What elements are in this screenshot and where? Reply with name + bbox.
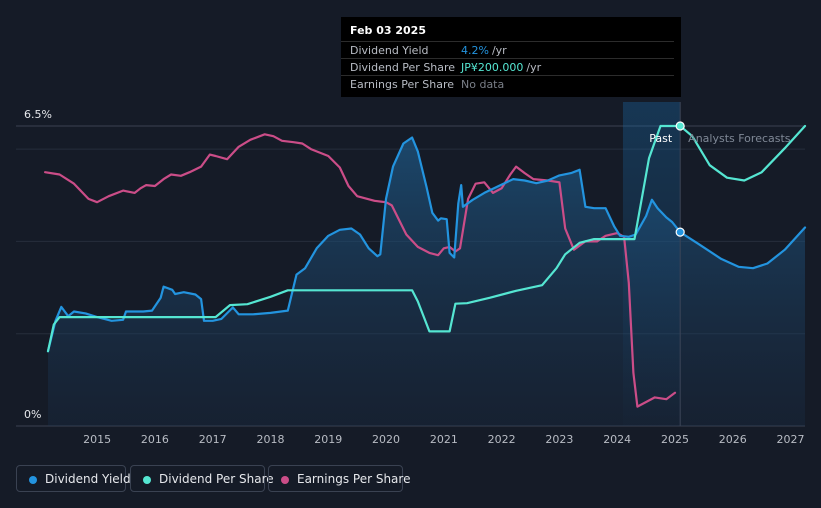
x-tick-label: 2022 (488, 433, 516, 446)
tooltip-value: JP¥200.000/yr (461, 61, 541, 74)
x-axis-labels: 2015 2016 2017 2018 2019 2020 2021 2022 2023 2024… (83, 433, 804, 446)
x-tick-label: 2021 (430, 433, 458, 446)
y-tick-label: 0% (24, 408, 41, 421)
legend-label: Earnings Per Share (297, 472, 411, 486)
legend-label: Dividend Per Share (159, 472, 274, 486)
legend-item-earnings-per-share[interactable]: Earnings Per Share (268, 465, 410, 492)
tooltip-unit: /yr (491, 44, 507, 57)
dividend-yield-marker (675, 227, 685, 237)
tooltip-value: No data (461, 78, 504, 91)
tooltip-row-dividend-per-share: Dividend Per Share JP¥200.000/yr (341, 58, 674, 76)
tooltip-label: Dividend Yield (350, 44, 429, 57)
y-tick-label: 6.5% (24, 108, 52, 121)
dividend-per-share-line (46, 124, 807, 353)
tooltip-label: Dividend Per Share (350, 61, 456, 74)
x-tick-label: 2026 (719, 433, 747, 446)
legend-item-dividend-yield[interactable]: Dividend Yield (16, 465, 131, 492)
dividend-per-share-marker (675, 121, 685, 131)
legend-dot-icon (143, 476, 151, 484)
x-tick-label: 2019 (314, 433, 342, 446)
tooltip-row-earnings-per-share: Earnings Per Share No data (341, 75, 674, 93)
legend-dot-icon (281, 476, 289, 484)
tooltip-label: Earnings Per Share (350, 78, 455, 91)
series-lines (44, 124, 807, 408)
tooltip-value-text: No data (461, 78, 505, 91)
x-tick-label: 2025 (661, 433, 689, 446)
y-axis-labels: 6.5% 0% (24, 108, 52, 421)
analysts-forecasts-label: Analysts Forecasts (688, 132, 791, 145)
legend-label: Dividend Yield (45, 472, 131, 486)
dividend-yield-area (48, 137, 805, 426)
tooltip-unit: /yr (526, 61, 542, 74)
x-tick-label: 2018 (256, 433, 284, 446)
data-tooltip: Feb 03 2025 Dividend Yield 4.2%/yr Divid… (341, 17, 681, 97)
x-tick-label: 2015 (83, 433, 111, 446)
x-tick-label: 2024 (603, 433, 631, 446)
x-tick-label: 2027 (777, 433, 805, 446)
tooltip-value: 4.2%/yr (461, 44, 507, 57)
tooltip-row-dividend-yield: Dividend Yield 4.2%/yr (341, 41, 674, 59)
legend-item-dividend-per-share[interactable]: Dividend Per Share (130, 465, 274, 492)
x-tick-label: 2020 (372, 433, 400, 446)
tooltip-value-text: 4.2% (461, 44, 489, 57)
past-label: Past (649, 132, 673, 145)
tooltip-date: Feb 03 2025 (350, 24, 426, 37)
tooltip-value-text: JP¥200.000 (461, 61, 524, 74)
legend-dot-icon (29, 476, 37, 484)
x-tick-label: 2023 (545, 433, 573, 446)
x-tick-label: 2016 (141, 433, 169, 446)
x-tick-label: 2017 (199, 433, 227, 446)
dividend-yield-line (46, 136, 807, 353)
present-markers (675, 121, 685, 237)
